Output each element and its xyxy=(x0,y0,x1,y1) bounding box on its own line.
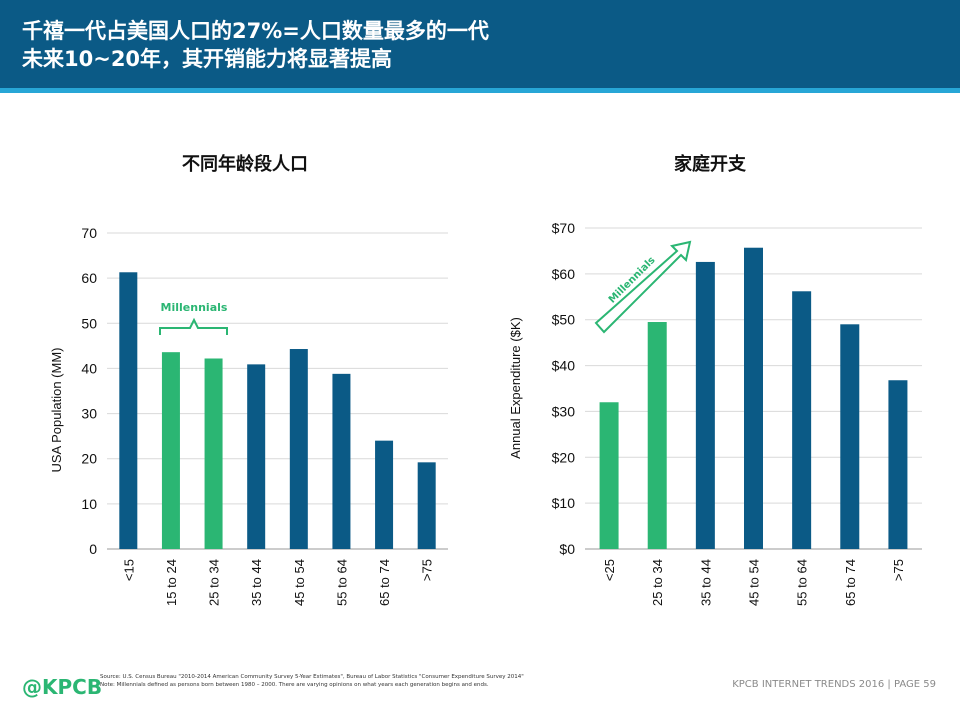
left-bar xyxy=(161,352,180,549)
left-bar xyxy=(417,462,436,549)
right-x-tick-label: <25 xyxy=(602,559,617,581)
right-x-tick-label: 25 to 34 xyxy=(650,559,665,606)
population-millennials-bracket xyxy=(159,317,228,335)
right-bar xyxy=(840,324,860,549)
kpcb-logo: @KPCB xyxy=(22,675,103,699)
right-x-tick-label: 35 to 44 xyxy=(698,559,713,606)
header-title-line1: 千禧一代占美国人口的27%=人口数量最多的一代 xyxy=(22,19,489,43)
left-x-tick-label: 65 to 74 xyxy=(377,559,392,606)
right-x-tick-label: 55 to 64 xyxy=(795,559,810,606)
right-y-tick-label: $10 xyxy=(552,495,576,511)
expenditure-chart-title: 家庭开支 xyxy=(674,153,747,175)
expenditure-chart: 家庭开支 Annual Expenditure ($K) $0 $10 $20 $30… xyxy=(508,153,922,606)
population-chart: 不同年龄段人口 USA Population (MM) 0 10 20 30 40 50 6… xyxy=(49,153,448,606)
right-bar xyxy=(744,247,763,549)
population-millennials-label: Millennials xyxy=(161,301,228,314)
right-bar xyxy=(792,291,812,549)
left-y-tick-label: 20 xyxy=(81,451,97,467)
left-bar xyxy=(247,364,266,549)
right-bar xyxy=(888,380,908,549)
right-y-tick-label: $20 xyxy=(552,449,576,465)
left-y-tick-label: 70 xyxy=(81,225,97,241)
population-y-axis-label: USA Population (MM) xyxy=(49,348,64,473)
left-bar xyxy=(289,349,308,549)
footer-note: Note: Millennials defined as persons bor… xyxy=(100,682,489,688)
left-x-tick-label: 55 to 64 xyxy=(334,559,349,606)
right-bar xyxy=(599,402,619,549)
expenditure-millennials-annotation: Millennials xyxy=(594,240,692,334)
left-bar xyxy=(375,440,394,549)
left-x-tick-label: 15 to 24 xyxy=(164,559,179,606)
left-bar xyxy=(204,358,223,549)
right-bar xyxy=(695,261,715,549)
right-y-tick-label: $70 xyxy=(552,220,576,236)
left-y-tick-label: 40 xyxy=(81,360,97,376)
right-y-tick-label: $50 xyxy=(552,312,576,328)
right-y-tick-label: $40 xyxy=(552,358,576,374)
expenditure-millennials-arrow xyxy=(594,240,692,334)
left-x-tick-label: 45 to 54 xyxy=(292,559,307,606)
footer-notes: Source: U.S. Census Bureau "2010-2014 Am… xyxy=(100,673,524,689)
left-x-tick-label: 25 to 34 xyxy=(207,559,222,606)
left-y-tick-label: 10 xyxy=(81,496,97,512)
left-y-tick-label: 30 xyxy=(81,406,97,422)
footer-page-label: KPCB INTERNET TRENDS 2016 | PAGE 59 xyxy=(732,679,936,690)
right-x-tick-label: 65 to 74 xyxy=(843,559,858,606)
left-y-tick-label: 0 xyxy=(89,541,97,557)
header-title-line2: 未来10~20年，其开销能力将显著提高 xyxy=(22,47,393,71)
left-x-tick-label: >75 xyxy=(420,559,435,581)
population-chart-title: 不同年龄段人口 xyxy=(182,153,308,175)
left-y-tick-label: 50 xyxy=(81,315,97,331)
right-x-tick-label: >75 xyxy=(891,559,906,581)
right-y-tick-label: $0 xyxy=(559,541,575,557)
expenditure-y-axis-label: Annual Expenditure ($K) xyxy=(508,317,523,459)
left-bar xyxy=(332,373,351,549)
header-stripe xyxy=(0,88,960,93)
population-millennials-annotation: Millennials xyxy=(159,301,228,335)
left-y-tick-label: 60 xyxy=(81,270,97,286)
right-y-tick-label: $60 xyxy=(552,266,576,282)
header-bar: 千禧一代占美国人口的27%=人口数量最多的一代 未来10~20年，其开销能力将显… xyxy=(0,0,960,88)
right-bar xyxy=(647,322,667,549)
left-bar xyxy=(119,272,138,549)
footer-source: Source: U.S. Census Bureau "2010-2014 Am… xyxy=(100,674,524,680)
right-y-tick-label: $30 xyxy=(552,403,576,419)
left-x-tick-label: 35 to 44 xyxy=(249,559,264,606)
right-x-tick-label: 45 to 54 xyxy=(747,559,762,606)
left-x-tick-label: <15 xyxy=(121,559,136,581)
